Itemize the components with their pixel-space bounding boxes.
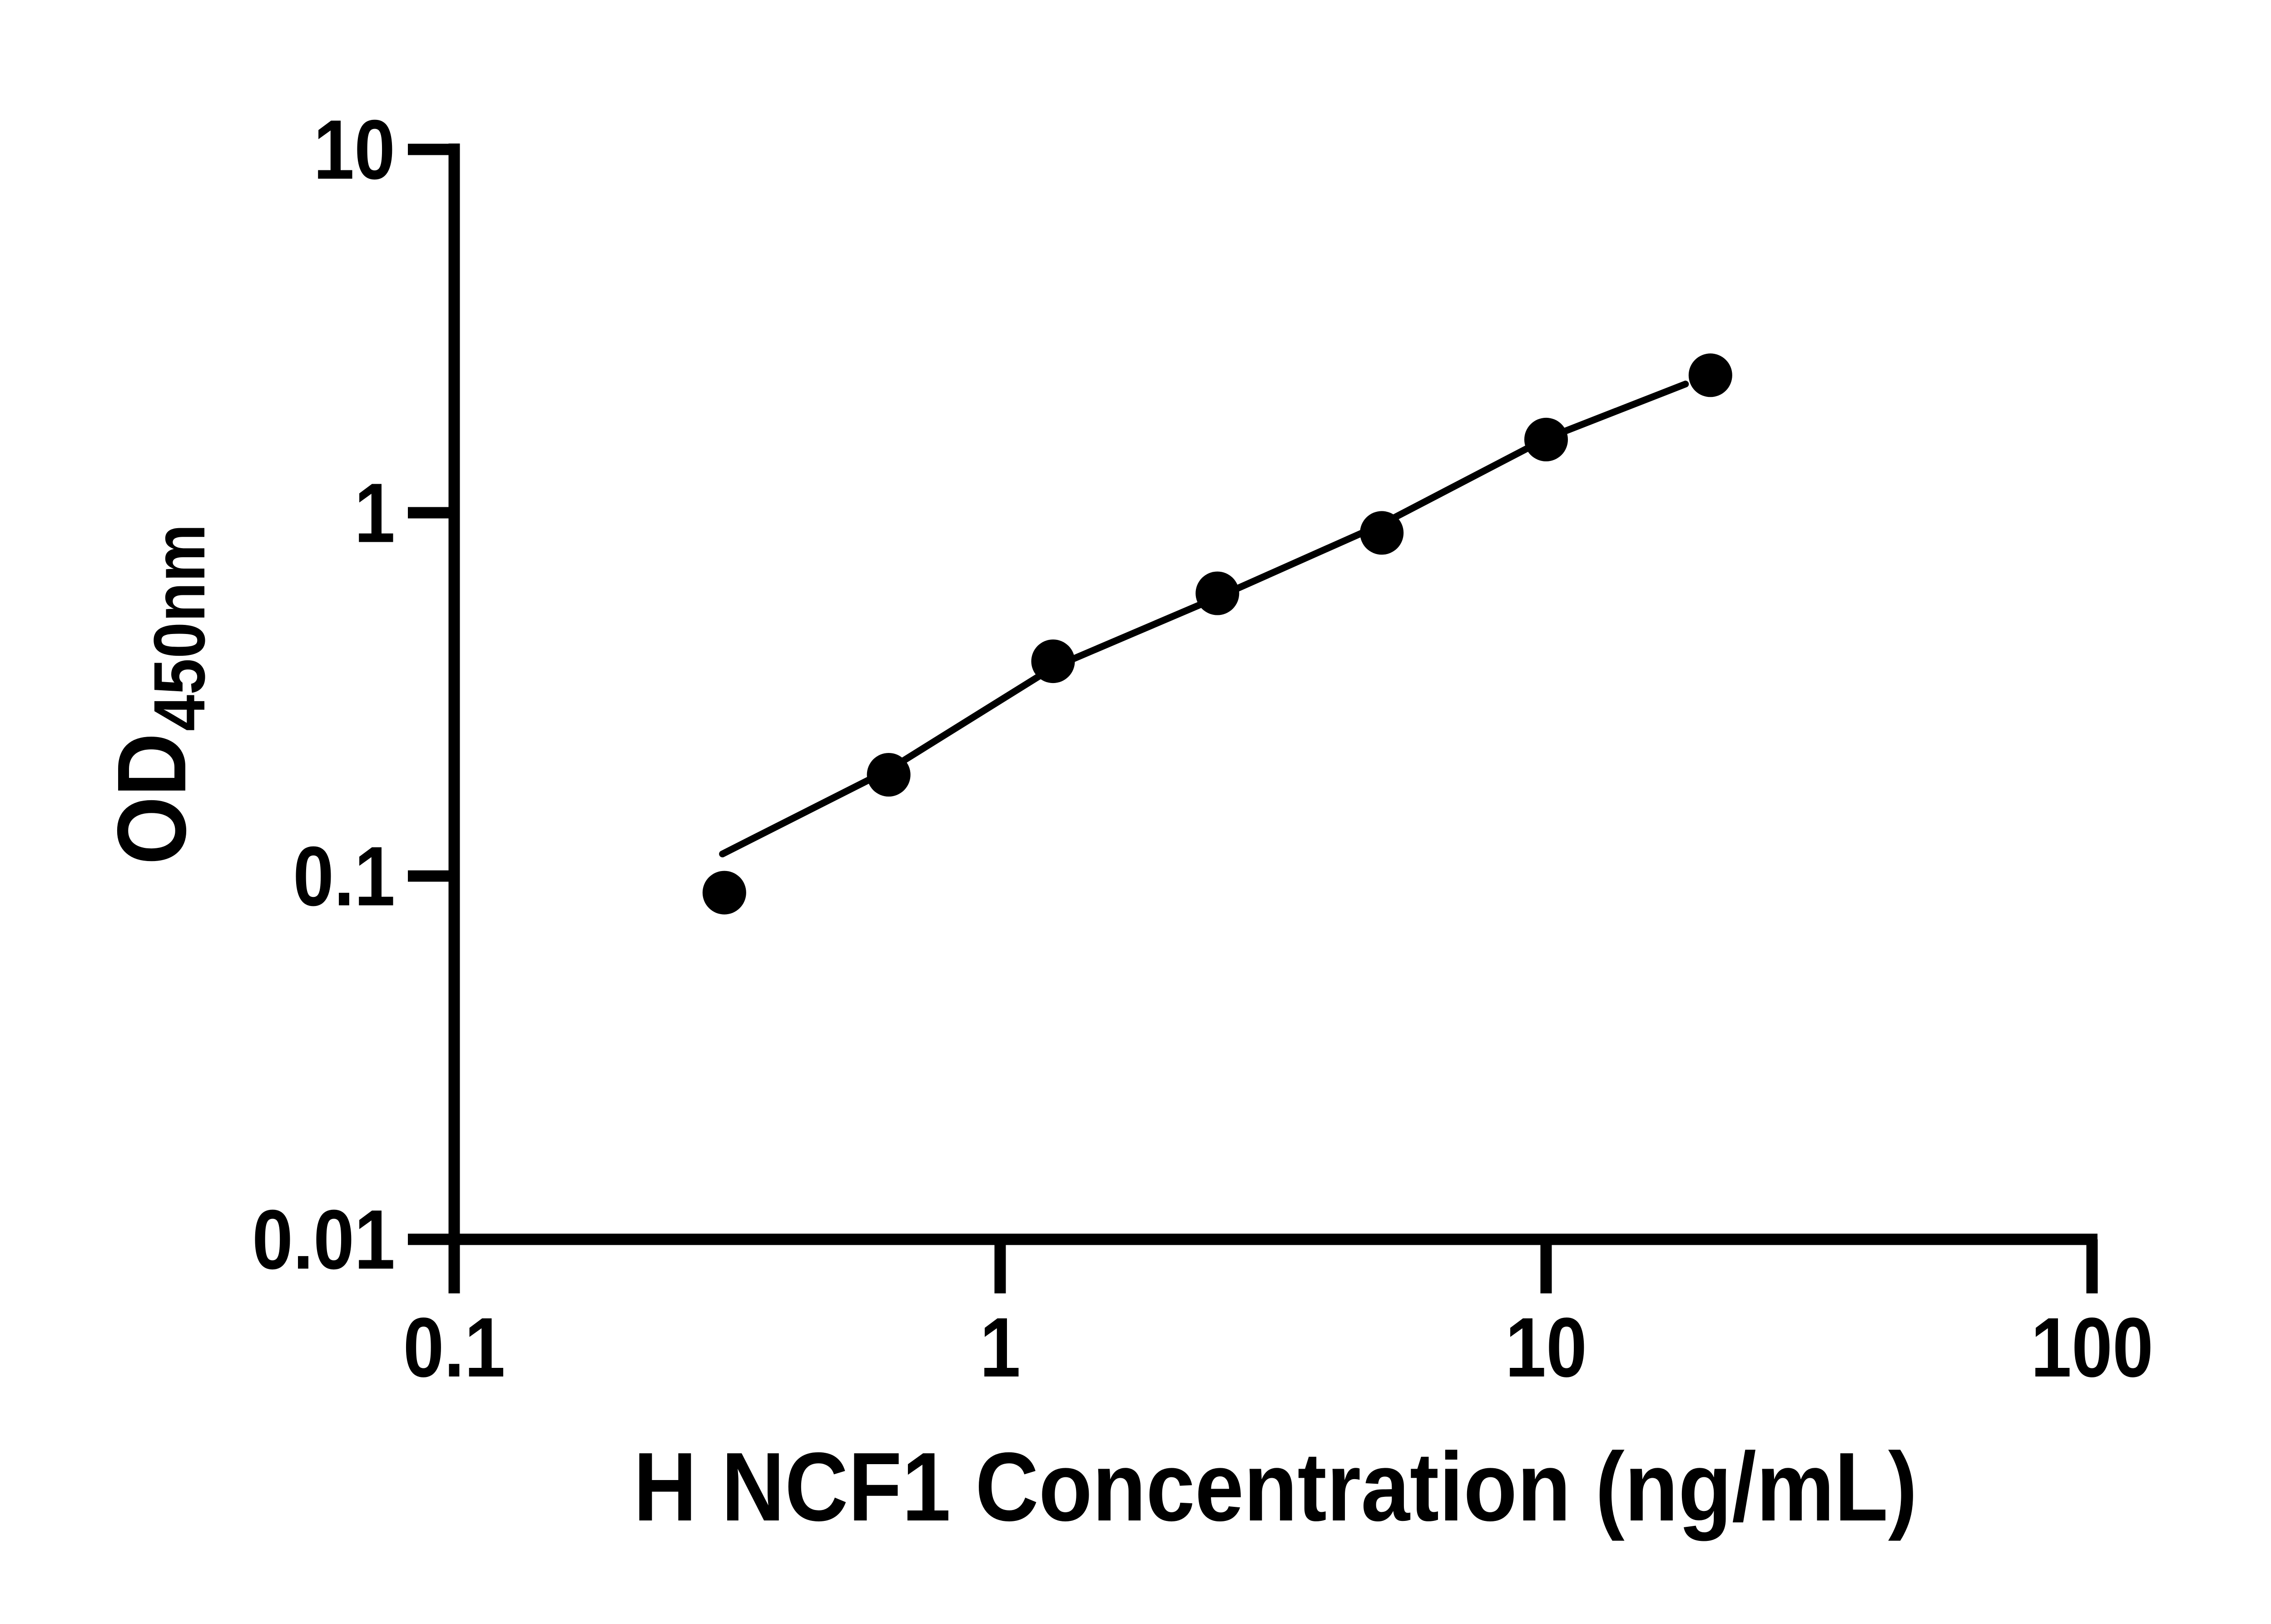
axes [448,144,2097,1245]
data-point [1031,639,1075,683]
y-axis-title-main: OD [98,733,207,865]
y-axis-ticks [408,144,454,1245]
x-tick-label-0.1: 0.1 [403,1300,506,1394]
data-point [1195,571,1240,615]
x-axis-tick-labels: 0.1 1 10 100 [403,1300,2153,1394]
x-axis-ticks [448,1239,2098,1293]
x-axis-title: H NCF1 Concentration (ng/mL) [634,1433,1918,1542]
data-points [702,353,1732,915]
x-tick-label-10: 10 [1505,1300,1587,1394]
y-axis-tick-labels: 10 1 0.1 0.01 [252,102,395,1287]
data-point [1524,417,1568,461]
data-point [702,871,746,915]
data-point [1688,353,1732,397]
y-tick-label-10: 10 [313,102,395,197]
y-tick-label-1: 1 [354,465,395,560]
data-point [1360,511,1404,555]
x-tick-label-1: 1 [980,1300,1021,1394]
x-tick-label-100: 100 [2031,1300,2153,1394]
y-axis-title-subscript: 450nm [139,524,220,731]
data-point [867,753,911,797]
y-tick-label-0.1: 0.1 [293,829,395,923]
y-tick-label-0.01: 0.01 [252,1192,395,1287]
y-axis-title: OD 450nm [98,524,220,865]
